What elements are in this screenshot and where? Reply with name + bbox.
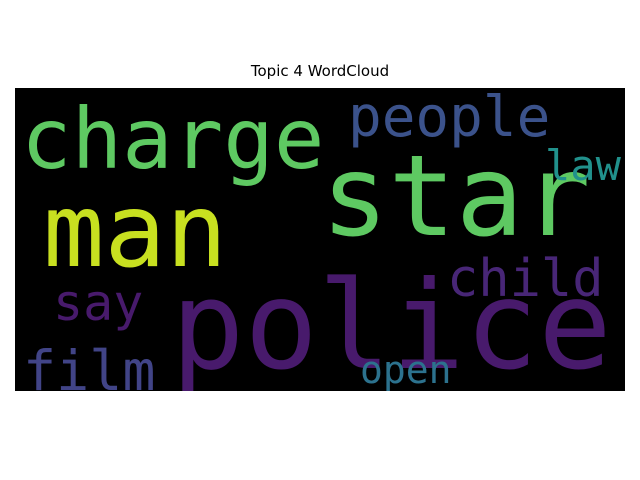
word-police: police bbox=[171, 255, 612, 391]
word-charge: charge bbox=[21, 90, 324, 188]
word-law: law bbox=[545, 141, 622, 190]
word-open: open bbox=[360, 348, 452, 391]
word-people: people bbox=[348, 88, 550, 150]
word-child: child bbox=[447, 249, 604, 309]
wordcloud-canvas: police star man charge people child film say law… bbox=[15, 88, 625, 391]
word-star: star bbox=[321, 132, 591, 262]
word-man: man bbox=[43, 172, 227, 291]
word-say: say bbox=[53, 274, 143, 332]
word-film: film bbox=[23, 339, 155, 391]
chart-title: Topic 4 WordCloud bbox=[250, 62, 390, 80]
